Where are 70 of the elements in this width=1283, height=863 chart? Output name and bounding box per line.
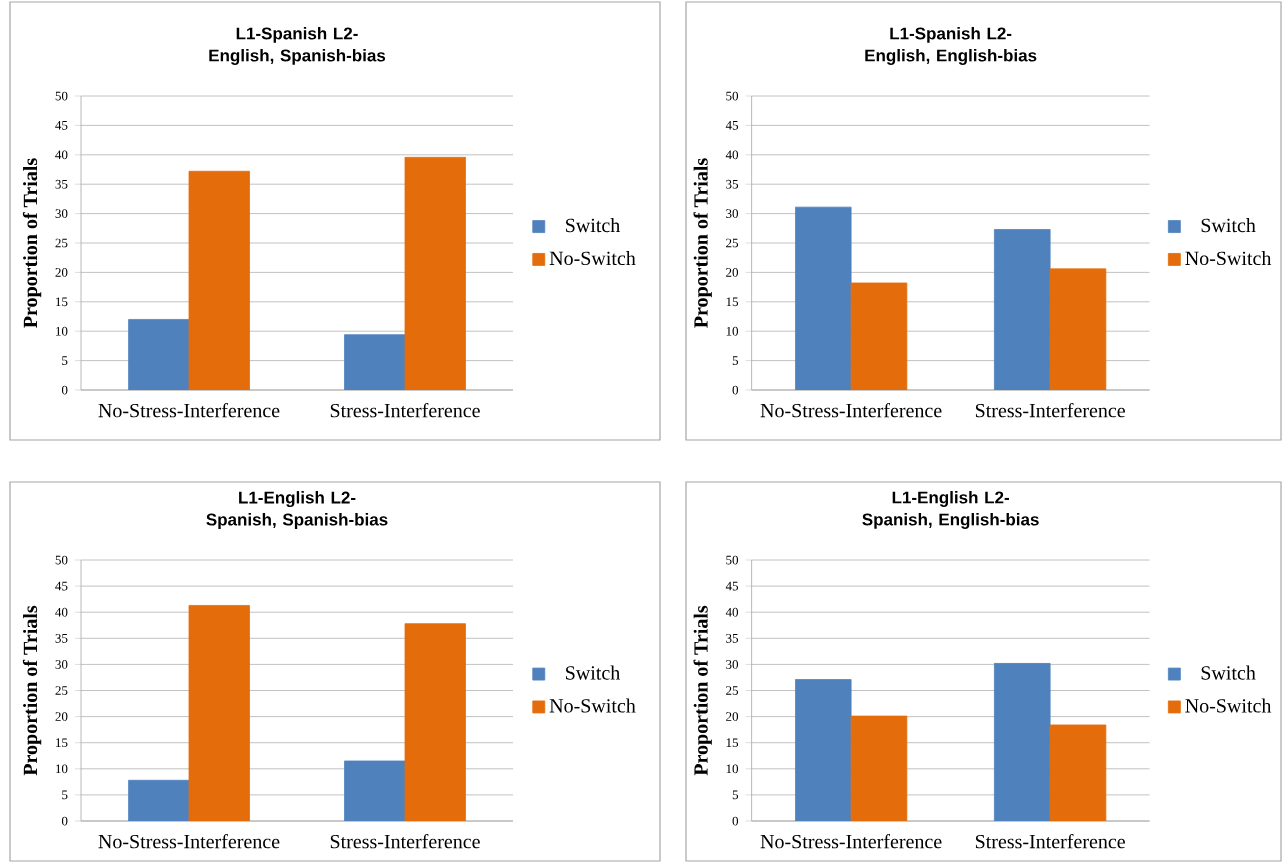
y-tick-label: 50 [55,91,68,101]
x-tick-label: Stress-Interference [975,834,1125,849]
x-tick-label: Stress-Interference [330,403,480,418]
y-tick-label: 0 [61,385,68,395]
y-tick-label: 5 [62,356,68,365]
bar [795,679,852,821]
x-tick-label: No-Stress-Interference [98,834,280,849]
legend-label: No-Switch [1185,698,1272,713]
y-tick-label: 50 [726,91,739,101]
y-tick-label: 45 [55,581,68,591]
y-tick-label: 40 [55,150,68,160]
legend-label: Switch [1201,218,1256,233]
y-tick-label: 35 [726,179,739,189]
y-tick-label: 35 [726,633,739,643]
y-tick-label: 15 [56,738,68,748]
y-tick-label: 15 [726,738,739,748]
y-axis-title: Proportion of Trials [693,605,712,776]
legend-label: No-Switch [1185,250,1272,266]
y-tick-label: 45 [725,121,739,130]
chart-title: L1-English L2-Spanish, English-bias [862,491,1039,529]
x-tick-label: No-Stress-Interference [760,834,942,849]
y-tick-label: 5 [62,790,68,800]
y-tick-label: 30 [726,660,739,669]
legend-label: Switch [566,218,621,233]
y-tick-label: 20 [726,268,739,277]
x-tick-label: Stress-Interference [975,403,1125,418]
y-tick-label: 35 [55,179,68,189]
y-tick-label: 10 [56,326,68,336]
y-tick-label: 35 [55,633,68,643]
y-tick-label: 15 [726,297,739,307]
y-tick-label: 25 [726,686,739,695]
y-axis-title: Proportion of Trials [693,158,712,328]
y-tick-label: 45 [55,121,68,130]
y-tick-label: 10 [56,764,68,774]
y-tick-label: 25 [55,238,68,248]
legend-label: Switch [566,665,621,680]
bar [994,662,1051,821]
y-tick-label: 0 [732,385,739,395]
x-tick-label: No-Stress-Interference [760,403,942,418]
y-tick-label: 0 [732,816,739,826]
y-tick-label: 40 [55,607,68,617]
y-tick-label: 20 [726,712,739,721]
y-tick-label: 20 [55,712,68,721]
x-tick-label: No-Stress-Interference [98,403,280,418]
y-tick-label: 30 [726,209,739,218]
chart-title: L1-English L2-Spanish, Spanish-bias [206,491,388,529]
y-tick-label: 10 [726,326,739,336]
y-tick-label: 30 [55,209,68,218]
y-tick-label: 5 [732,790,739,800]
legend-label: No-Switch [549,250,636,266]
y-tick-label: 50 [55,555,68,565]
y-axis-title: Proportion of Trials [22,158,42,328]
y-tick-label: 30 [55,660,68,669]
chart-title: L1-Spanish L2-English, Spanish-bias [209,27,386,65]
y-tick-label: 45 [725,581,739,591]
y-tick-label: 5 [732,356,739,365]
legend-label: Switch [1201,665,1256,680]
y-tick-label: 25 [55,686,68,695]
y-tick-label: 20 [55,268,68,277]
y-tick-label: 25 [726,238,739,248]
legend-label: No-Switch [549,698,636,713]
chart-title: L1-Spanish L2-English, English-bias [865,27,1037,65]
x-tick-label: Stress-Interference [330,834,480,849]
y-axis-title: Proportion of Trials [22,605,42,776]
y-tick-label: 15 [56,297,68,307]
y-tick-label: 0 [61,816,68,826]
y-tick-label: 40 [725,607,739,617]
y-tick-label: 10 [726,764,739,774]
y-tick-label: 50 [726,555,739,565]
y-tick-label: 40 [725,150,739,160]
